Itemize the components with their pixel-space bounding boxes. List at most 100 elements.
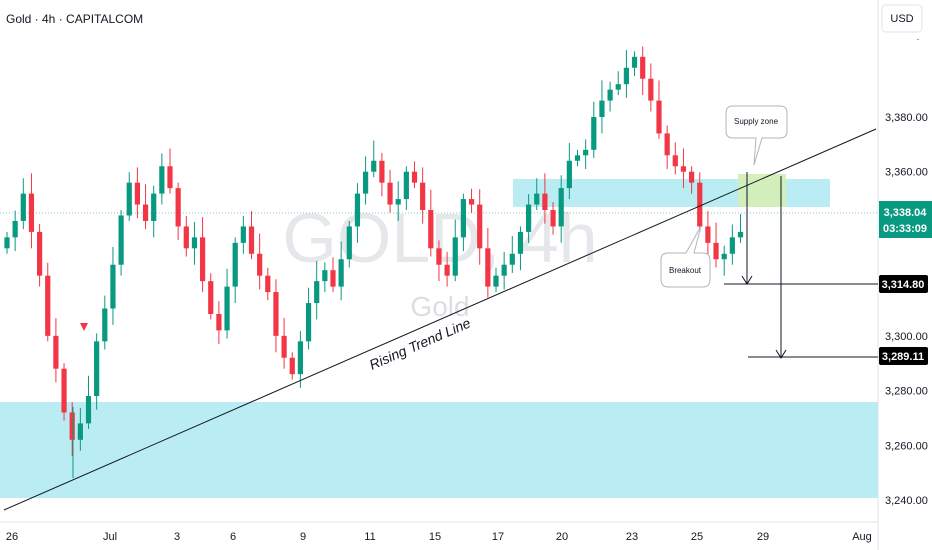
candle-up[interactable] (305, 303, 312, 342)
rising-trend-line[interactable] (3, 128, 877, 511)
candle-down[interactable] (61, 368, 67, 413)
candle-up[interactable] (102, 308, 108, 342)
candle-up[interactable] (94, 341, 100, 397)
candle-down[interactable] (330, 270, 336, 287)
candle-down[interactable] (542, 193, 548, 211)
candle-up[interactable] (615, 84, 621, 90)
candle-down[interactable] (664, 133, 670, 156)
candle-down[interactable] (208, 281, 214, 314)
supply-zone-callout[interactable] (725, 105, 788, 166)
candle-up[interactable] (607, 89, 613, 101)
candle-down[interactable] (281, 335, 287, 358)
candle-down[interactable] (705, 226, 711, 243)
candle-up[interactable] (526, 204, 532, 232)
candle-up[interactable] (240, 226, 246, 243)
candle-down[interactable] (45, 275, 51, 336)
candle-down[interactable] (183, 226, 189, 249)
time-axis[interactable]: 26 Jul 3 6 9 11 15 17 20 23 25 29 Aug (6, 531, 872, 543)
candle-up[interactable] (110, 264, 116, 309)
candle-up[interactable] (737, 231, 744, 238)
candle-down[interactable] (550, 210, 556, 227)
candle-down[interactable] (379, 160, 385, 183)
candle-up[interactable] (591, 117, 597, 150)
candle-up[interactable] (159, 166, 165, 194)
candle-up[interactable] (501, 264, 507, 276)
candle-up[interactable] (493, 275, 499, 287)
candle-up[interactable] (4, 237, 10, 249)
candle-down[interactable] (680, 166, 687, 172)
candle-up[interactable] (363, 171, 369, 194)
candle-down[interactable] (485, 248, 491, 287)
candle-up[interactable] (12, 220, 18, 238)
candle-up[interactable] (338, 259, 344, 287)
candle-down[interactable] (175, 188, 181, 227)
candle-up[interactable] (623, 67, 629, 85)
candle-up[interactable] (118, 215, 124, 265)
candle-up[interactable] (77, 423, 83, 440)
candle-up[interactable] (566, 160, 572, 189)
candle-down[interactable] (697, 182, 703, 227)
candle-up[interactable] (509, 253, 515, 265)
candle-up[interactable] (729, 237, 735, 254)
candle-up[interactable] (354, 193, 361, 227)
candle-up[interactable] (517, 231, 524, 254)
price-axis[interactable]: 3,380.003,360.003,340.003,320.003,300.00… (885, 112, 928, 507)
candle-down[interactable] (648, 78, 654, 101)
candle-up[interactable] (224, 286, 230, 331)
candle-down[interactable] (37, 231, 43, 276)
candle-up[interactable] (297, 341, 303, 375)
candle-down[interactable] (289, 357, 295, 375)
breakout-callout[interactable] (660, 225, 711, 288)
candle-up[interactable] (574, 155, 581, 161)
candle-up[interactable] (20, 193, 26, 221)
currency-dropdown-icon[interactable]: ‑ (917, 34, 920, 44)
candle-up[interactable] (322, 270, 328, 282)
candle-up[interactable] (452, 237, 458, 276)
candle-up[interactable] (721, 253, 727, 260)
candle-down[interactable] (420, 182, 426, 211)
candle-down[interactable] (69, 412, 75, 440)
candle-up[interactable] (151, 193, 157, 221)
candle-up[interactable] (558, 188, 564, 227)
candle-down[interactable] (436, 248, 442, 265)
demand-zone[interactable] (0, 402, 878, 498)
candle-down[interactable] (248, 226, 255, 254)
candle-up[interactable] (314, 281, 320, 304)
candle-down[interactable] (273, 292, 279, 336)
candle-up[interactable] (460, 199, 466, 238)
candle-up[interactable] (191, 237, 198, 249)
candle-down[interactable] (444, 264, 450, 276)
candle-down[interactable] (640, 56, 646, 79)
candle-down[interactable] (53, 335, 59, 369)
candle-down[interactable] (387, 182, 393, 205)
candle-up[interactable] (599, 100, 605, 117)
candle-down[interactable] (265, 275, 271, 293)
candle-up[interactable] (583, 149, 589, 156)
candle-up[interactable] (126, 182, 132, 216)
candle-down[interactable] (200, 237, 206, 282)
candle-down[interactable] (656, 100, 662, 134)
candle-up[interactable] (403, 171, 409, 200)
candle-down[interactable] (713, 242, 719, 260)
candle-down[interactable] (167, 166, 173, 189)
candle-up[interactable] (395, 199, 401, 205)
candle-down[interactable] (477, 204, 483, 249)
candle-down[interactable] (468, 199, 475, 205)
candle-down[interactable] (216, 313, 222, 331)
candle-down[interactable] (134, 182, 140, 205)
candle-down[interactable] (689, 171, 695, 183)
candle-up[interactable] (534, 193, 540, 205)
candle-down[interactable] (28, 193, 35, 232)
candle-down[interactable] (142, 204, 149, 221)
candle-down[interactable] (672, 155, 678, 167)
currency-button[interactable] (881, 4, 923, 33)
candle-up[interactable] (85, 396, 92, 424)
candle-up[interactable] (631, 56, 638, 68)
candle-up[interactable] (232, 242, 238, 287)
candle-down[interactable] (411, 171, 418, 183)
candle-up[interactable] (346, 226, 352, 260)
candle-up[interactable] (371, 160, 377, 172)
candle-down[interactable] (428, 210, 434, 249)
candle-down[interactable] (257, 253, 263, 276)
